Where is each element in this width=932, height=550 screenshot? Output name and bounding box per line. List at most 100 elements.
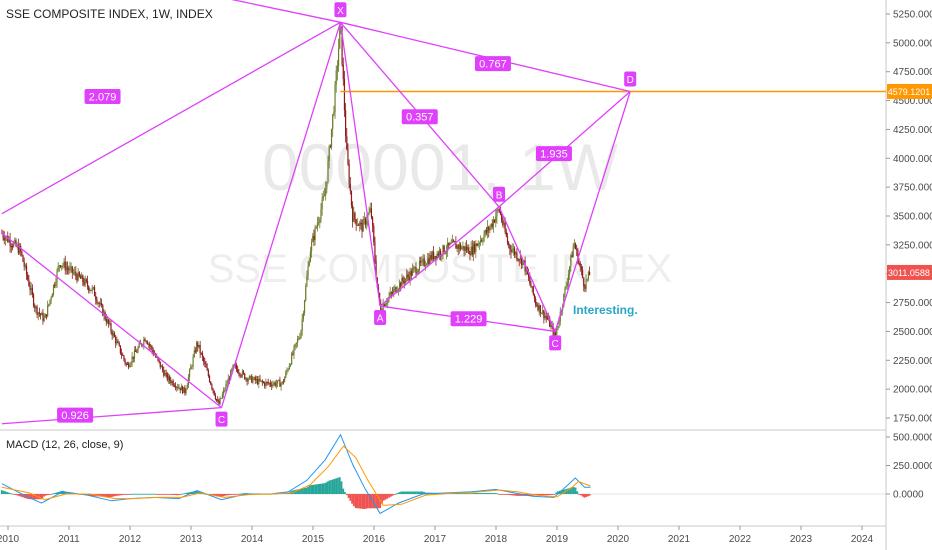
candle-body (28, 279, 30, 287)
candle-body (74, 271, 76, 273)
candle-body (565, 286, 567, 289)
candle-body (69, 267, 71, 271)
candle-body (157, 356, 159, 360)
macd-histogram-bar (326, 481, 329, 494)
macd-histogram-bar (565, 488, 568, 494)
macd-histogram-bar (140, 493, 142, 495)
candle-body (194, 350, 197, 353)
macd-histogram-bar (486, 493, 489, 494)
macd-histogram-bar (465, 493, 468, 495)
candle-body (204, 361, 206, 364)
macd-histogram-bar (504, 494, 507, 495)
candle-body (547, 317, 550, 320)
candle-body (296, 339, 299, 343)
macd-histogram-bar (317, 484, 320, 494)
price-tick-label: 3250.0000 (893, 240, 932, 251)
macd-histogram-bar (349, 494, 352, 501)
pattern-leg (1, 406, 222, 425)
macd-histogram-bar (305, 487, 308, 494)
macd-histogram-bar (134, 493, 137, 495)
candle-body (573, 243, 575, 247)
pattern-point-marker (215, 411, 228, 427)
macd-histogram-bar (213, 494, 216, 496)
candle-body (407, 274, 409, 277)
macd-histogram-bar (175, 494, 178, 496)
candle-body (17, 244, 19, 254)
candle-body (492, 220, 495, 227)
candle-body (72, 272, 75, 274)
candle-body (368, 211, 370, 215)
candle-body (540, 313, 543, 315)
candle-body (43, 317, 45, 321)
macd-histogram-bar (410, 491, 413, 494)
candle-body (150, 345, 152, 347)
candle-body (508, 242, 510, 246)
candle-body (278, 380, 280, 382)
candle-body (90, 290, 92, 292)
macd-layer (0, 433, 886, 515)
candle-body (65, 267, 68, 271)
macd-histogram-bar (154, 493, 156, 495)
candle-body (282, 381, 285, 383)
macd-histogram-bar (495, 493, 498, 494)
candle-body (454, 241, 456, 243)
candle-body (520, 256, 523, 265)
macd-histogram-bar (546, 494, 549, 496)
candle-body (461, 247, 463, 250)
candle-body (15, 240, 17, 247)
candle-body (580, 266, 582, 270)
candle-body (13, 242, 15, 247)
candle-body (363, 218, 365, 220)
macd-histogram-bar (518, 494, 521, 496)
time-tick-label: 2023 (790, 534, 813, 545)
candle-body (535, 298, 537, 305)
macd-histogram-bar (319, 483, 322, 494)
candle-body (586, 278, 588, 280)
candle-body (326, 181, 328, 189)
candle-body (81, 275, 83, 279)
candle-body (232, 364, 234, 369)
ratio-label: 2.079 (89, 92, 117, 104)
candle-body (449, 243, 451, 246)
time-tick-label: 2012 (119, 534, 142, 545)
time-axis[interactable]: 2010 2011 2012 2013 2014 2015 2016 2017 2018 2019… (0, 526, 874, 545)
candle-body (483, 234, 485, 241)
ratio-box (450, 311, 487, 327)
pattern-leg (1, 21, 341, 215)
candle-body (522, 260, 524, 265)
candle-body (247, 379, 249, 382)
macd-histogram-bar (506, 494, 508, 495)
macd-histogram-bar (4, 491, 7, 494)
macd-histogram-bar (574, 487, 577, 494)
macd-histogram-bar (407, 491, 410, 494)
candle-body (37, 312, 39, 315)
macd-histogram-bar (192, 491, 195, 494)
macd-histogram-bar (20, 494, 23, 497)
price-marker-label: 4579.1201 (888, 87, 931, 97)
macd-histogram-bar (117, 494, 119, 496)
candle-body (219, 398, 221, 405)
candle-body (62, 265, 64, 267)
candle-body (423, 258, 425, 266)
candle-body (444, 252, 446, 254)
candle-body (450, 243, 452, 245)
candle-body (279, 380, 281, 387)
candle-body (554, 332, 557, 335)
candle-body (320, 209, 322, 219)
macd-histogram-bar (583, 494, 586, 498)
candle-body (465, 246, 468, 251)
price-axis[interactable]: 1750.0000 2000.0000 2250.0000 2500.0000 2750… (886, 10, 932, 501)
candle-body (422, 258, 424, 260)
time-tick-label: 2020 (607, 534, 630, 545)
candle-body (336, 66, 338, 71)
macd-histogram-bar (312, 484, 315, 494)
candle-body (97, 302, 99, 304)
candle-body (323, 195, 326, 197)
pattern-leg (379, 206, 500, 307)
candle-body (550, 325, 552, 327)
macd-histogram-bar (92, 494, 95, 497)
candle-body (197, 342, 199, 348)
candle-body (275, 383, 277, 386)
candle-body (147, 344, 150, 346)
